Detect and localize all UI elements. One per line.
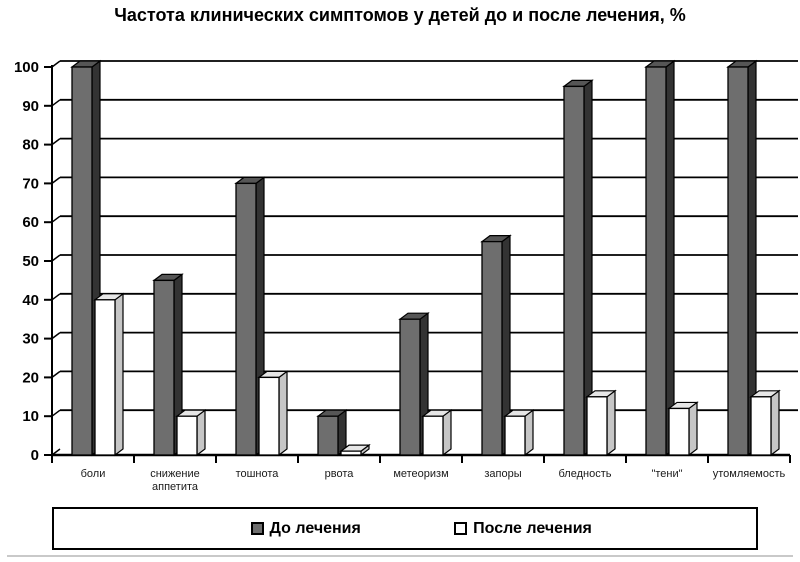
bar-after-front [176,415,198,456]
bar-after-front [504,415,526,456]
y-tick-riser [51,332,61,340]
bar-before-front [71,66,93,456]
legend-item-after: После лечения [454,520,592,538]
category-label: метеоризм [393,468,448,480]
legend-swatch-after-icon [454,522,468,535]
legend-item-before: До лечения [250,519,361,538]
y-tick-label: 50 [22,253,39,270]
bar-after-front [422,415,444,456]
y-tick-riser [51,409,61,417]
bar-before-front [235,182,257,456]
bar-after-front [668,407,690,456]
bar-after-side [442,409,452,457]
chart-title: Частота клинических симптомов у детей до… [114,5,686,25]
y-tick-label: 80 [22,137,39,154]
legend-label-after: После лечения [473,519,592,537]
category-label: бледность [559,468,612,480]
y-tick-label: 40 [22,292,39,309]
y-tick-riser [51,60,61,68]
bar-before-front [317,415,339,456]
bar-after-side [770,389,780,457]
category-label: "тени" [651,468,682,480]
bar-before-front [727,66,749,456]
category-label: рвота [325,468,355,480]
chart-legend: До лечения После лечения [52,507,758,550]
category-label: утомляемость [713,468,786,480]
bar-after-side [688,401,698,457]
category-label: запоры [484,468,521,480]
bar-chart-canvas: 0 10 20 30 40 50 60 70 80 90 100 боли снижение аппети… [14,59,798,493]
y-tick-label: 30 [22,331,39,348]
y-tick-label: 70 [22,175,39,192]
y-tick-riser [51,176,61,184]
bar-after-side [278,370,288,457]
bar-before-front [481,240,503,456]
bar-after-front [586,396,608,456]
bar-after-side [524,409,534,457]
y-tick-label: 0 [31,447,39,464]
y-tick-riser [51,215,61,223]
y-tick-riser [51,370,61,378]
bar-after-side [114,292,124,457]
legend-label-before: До лечения [269,519,361,537]
bar-before-front [645,66,667,456]
y-tick-riser [51,138,61,146]
bar-before-front [399,318,421,456]
y-tick-riser [51,254,61,262]
bar-after-front [94,299,116,456]
y-tick-riser [51,293,61,301]
bar-before-side [665,59,675,457]
legend-swatch-before-icon [250,522,264,535]
y-tick-label: 60 [22,214,39,231]
y-tick-riser [51,99,61,107]
category-label: снижение аппетита [150,468,200,493]
bar-after-front [258,376,280,456]
bar-before-front [563,85,585,456]
bar-after-side [196,409,206,457]
bar-after-front [750,396,772,456]
bottom-rule [7,555,793,557]
bar-before-front [153,279,175,456]
category-label: тошнота [236,468,280,480]
bar-after-side [606,389,616,457]
y-tick-label: 20 [22,369,39,386]
y-tick-label: 10 [22,408,39,425]
category-label: боли [81,468,106,480]
bar-after-front [340,450,362,456]
y-tick-label: 100 [14,59,39,76]
y-tick-label: 90 [22,98,39,115]
